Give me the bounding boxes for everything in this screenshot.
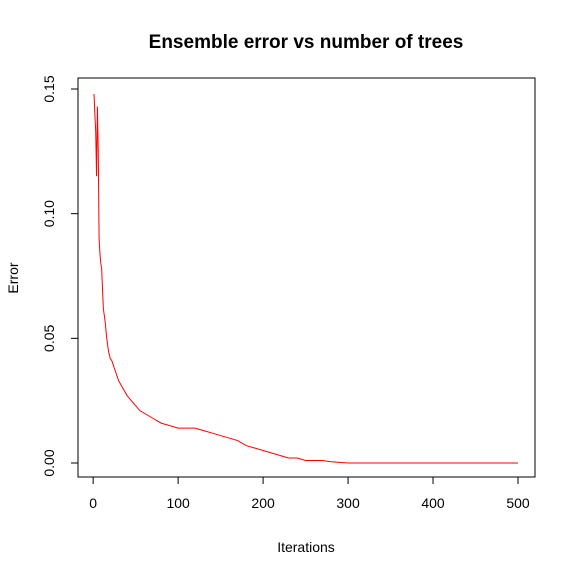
y-tick-label: 0.05 (41, 324, 57, 351)
x-tick-label: 400 (421, 495, 445, 511)
x-tick-label: 200 (251, 495, 275, 511)
x-tick-label: 100 (166, 495, 190, 511)
y-tick-label: 0.15 (41, 75, 57, 102)
x-tick-label: 300 (336, 495, 360, 511)
y-axis: 0.00 0.05 0.10 0.15 (41, 75, 79, 477)
plot-frame (77, 77, 536, 478)
y-tick-label: 0.00 (41, 449, 57, 476)
x-tick-label: 500 (506, 495, 530, 511)
x-axis: 0 100 200 300 400 500 (89, 476, 530, 511)
x-tick-label: 0 (89, 495, 97, 511)
x-axis-label: Iterations (277, 539, 335, 555)
y-tick-label: 0.10 (41, 200, 57, 227)
series-layer (93, 93, 518, 464)
error-series-line (93, 93, 518, 464)
chart-title: Ensemble error vs number of trees (149, 32, 464, 53)
y-axis-label: Error (5, 262, 21, 293)
